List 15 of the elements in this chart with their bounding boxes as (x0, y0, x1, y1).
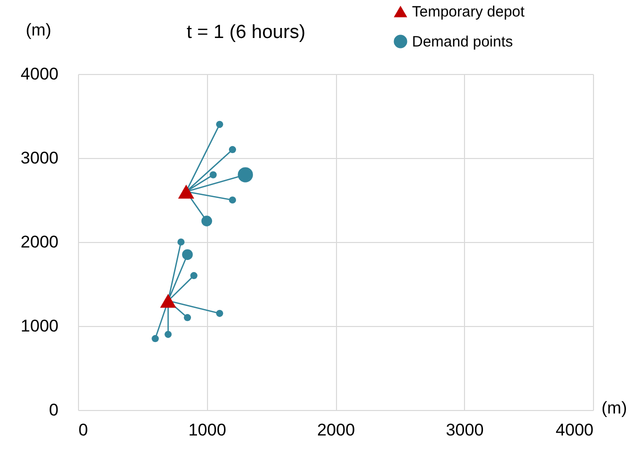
x-tick-label: 0 (78, 420, 88, 440)
y-tick-label: 2000 (20, 232, 58, 252)
y-axis-title: (m) (26, 20, 52, 40)
x-axis-title: (m) (602, 398, 627, 418)
chart-title: t = 1 (6 hours) (186, 22, 306, 43)
y-tick-label: 3000 (20, 148, 58, 168)
x-tick-label: 3000 (446, 420, 484, 440)
x-tick-label: 4000 (556, 420, 594, 440)
y-tick-label: 4000 (20, 64, 58, 84)
legend-label: Temporary depot (412, 4, 526, 20)
legend-label: Demand points (412, 34, 513, 50)
y-tick-label: 0 (49, 400, 58, 420)
y-tick-label: 1000 (20, 316, 58, 336)
x-tick-label: 2000 (317, 420, 355, 440)
x-tick-label: 1000 (188, 420, 226, 440)
